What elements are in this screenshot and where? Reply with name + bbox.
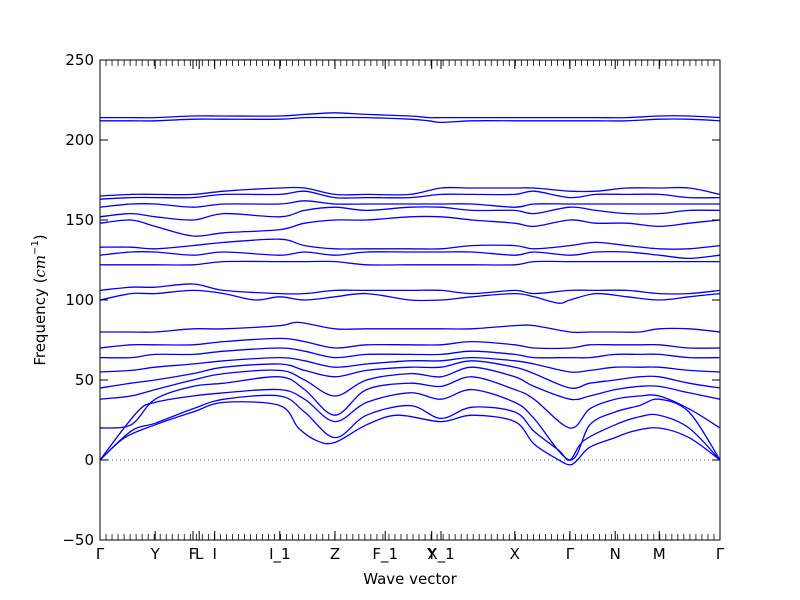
plot-frame bbox=[99, 59, 721, 541]
y-tick-label: −50 bbox=[62, 531, 94, 549]
x-tick-label: I bbox=[212, 545, 216, 563]
x-tick-label: F_1 bbox=[372, 545, 398, 564]
band-line-1 bbox=[100, 401, 720, 466]
x-axis-title: Wave vector bbox=[363, 570, 457, 588]
band-line-5 bbox=[100, 366, 720, 401]
x-tick-label: M bbox=[653, 545, 666, 563]
band-line-21 bbox=[100, 116, 720, 124]
band-line-9 bbox=[100, 337, 720, 350]
band-line-20 bbox=[100, 186, 720, 197]
band-line-16 bbox=[100, 215, 720, 237]
band-line-7 bbox=[100, 356, 720, 373]
band-line-18 bbox=[100, 200, 720, 208]
band-line-14 bbox=[100, 250, 720, 260]
x-tick-label: F bbox=[189, 545, 198, 563]
y-tick-label: 250 bbox=[65, 51, 94, 69]
x-tick-label: Γ bbox=[566, 545, 575, 563]
band-line-8 bbox=[100, 347, 720, 359]
band-line-10 bbox=[100, 321, 720, 334]
x-tick-label: Γ bbox=[96, 545, 105, 563]
x-tick-label: Y bbox=[150, 545, 161, 563]
x-tick-label: Y bbox=[426, 545, 437, 563]
band-line-6 bbox=[100, 360, 720, 389]
x-tick-label: X bbox=[510, 545, 520, 563]
y-tick-label: 0 bbox=[84, 451, 94, 469]
band-line-12 bbox=[100, 283, 720, 295]
y-tick-label: 100 bbox=[65, 291, 94, 309]
x-tick-label: L bbox=[195, 545, 204, 563]
band-line-4 bbox=[100, 376, 720, 429]
x-tick-label: I_1 bbox=[269, 545, 290, 564]
x-tick-label: N bbox=[610, 545, 621, 563]
band-line-2 bbox=[100, 394, 720, 461]
band-line-11 bbox=[100, 289, 720, 304]
band-line-3 bbox=[100, 388, 720, 461]
y-axis-title-text: Frequency ( bbox=[31, 278, 49, 366]
y-tick-label: 200 bbox=[65, 131, 94, 149]
bands-layer bbox=[100, 112, 720, 466]
x-tick-label: Γ bbox=[716, 545, 725, 563]
x-tick-label: Z bbox=[330, 545, 340, 563]
y-axis-title-unit: cm bbox=[31, 255, 49, 278]
band-line-22 bbox=[100, 112, 720, 119]
x-tick-label: X_1 bbox=[427, 545, 454, 564]
y-axis-title-close: ) bbox=[31, 234, 49, 240]
band-line-15 bbox=[100, 238, 720, 250]
y-axis-title: Frequency (cm−1) bbox=[30, 234, 49, 365]
y-tick-label: 50 bbox=[75, 371, 94, 389]
y-axis-title-exponent: −1 bbox=[30, 240, 41, 255]
y-tick-label: 150 bbox=[65, 211, 94, 229]
band-line-13 bbox=[100, 260, 720, 266]
band-line-19 bbox=[100, 190, 720, 200]
band-line-17 bbox=[100, 206, 720, 221]
